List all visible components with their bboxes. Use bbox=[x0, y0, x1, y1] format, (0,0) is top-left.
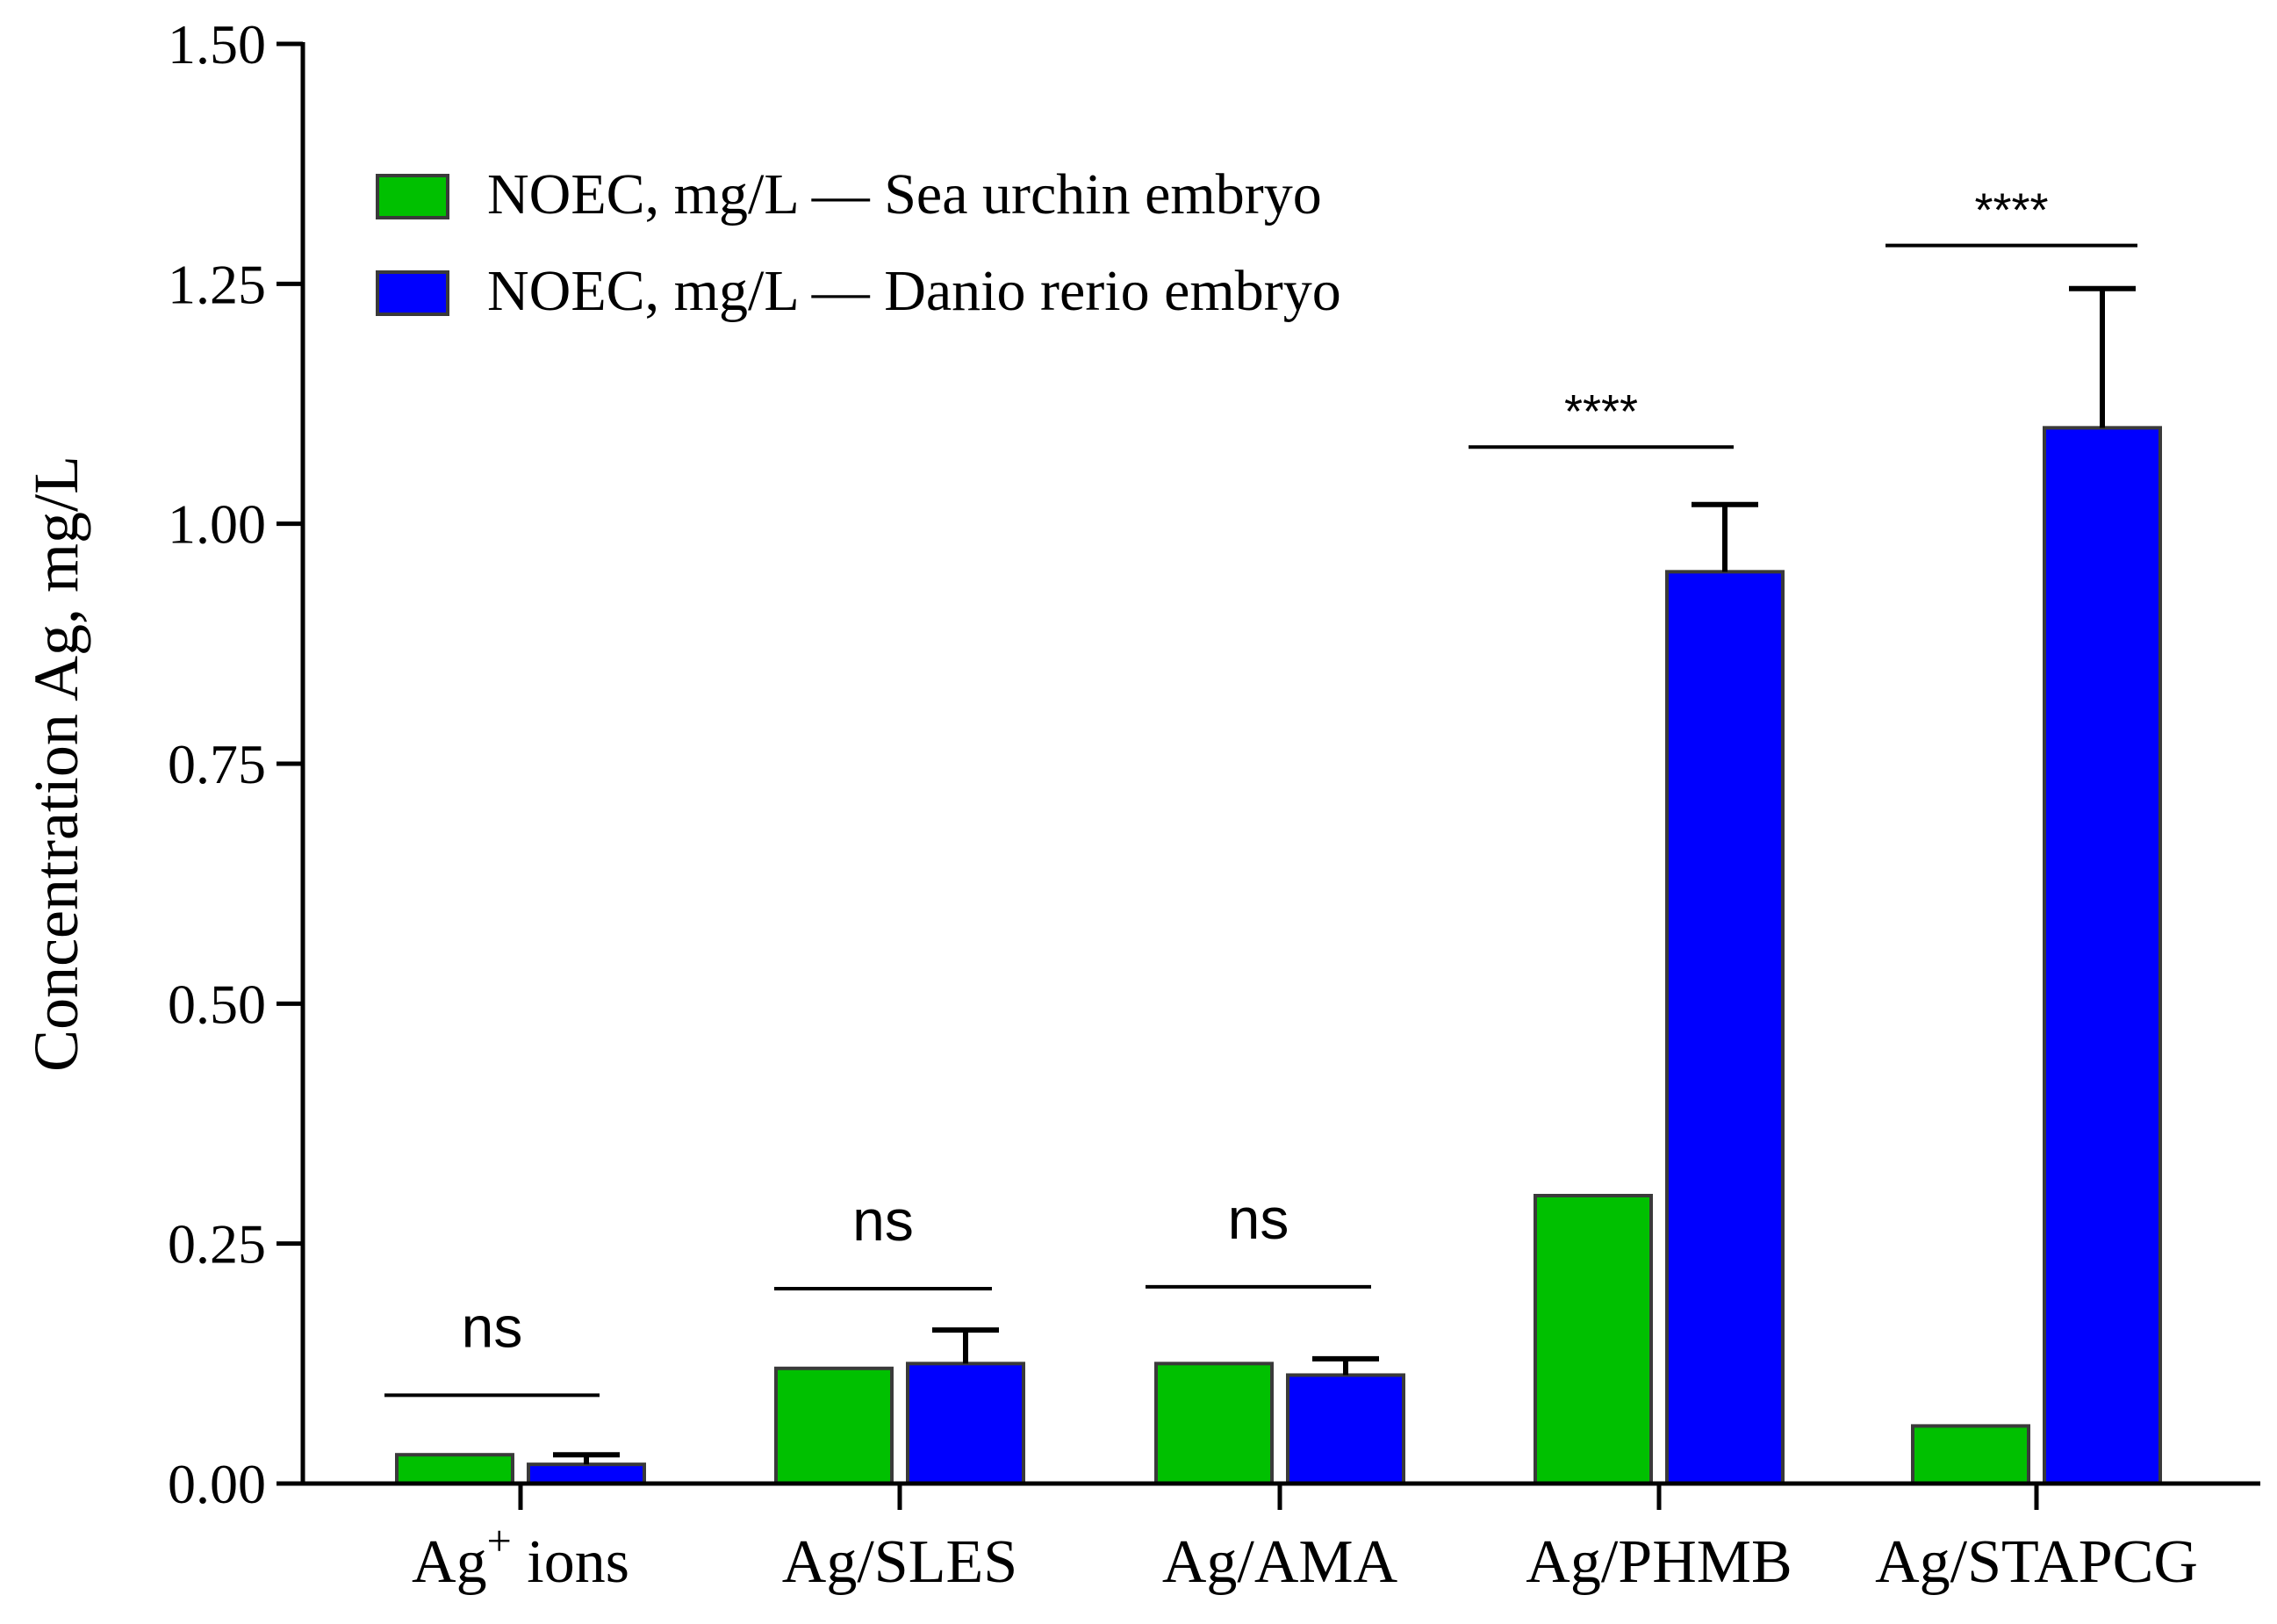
y-tick-label-5: 1.25 bbox=[168, 253, 266, 315]
x-tick-label-2: Ag/AMA bbox=[1162, 1528, 1398, 1596]
significance-label-4: **** bbox=[1974, 184, 2048, 237]
bar-series2-2 bbox=[1286, 1373, 1405, 1486]
bar-series1-4 bbox=[1911, 1424, 2030, 1486]
bar-series1-0 bbox=[395, 1453, 514, 1485]
x-tick-label-base-1: Ag/SLES bbox=[782, 1528, 1017, 1596]
significance-label-3: **** bbox=[1564, 385, 1638, 438]
x-tick-label-3: Ag/PHMB bbox=[1526, 1528, 1792, 1596]
legend-swatch-1 bbox=[376, 174, 449, 219]
y-tick-label-3: 0.75 bbox=[168, 733, 266, 795]
bar-series2-3 bbox=[1665, 570, 1785, 1485]
x-tick-label-rest-0: ions bbox=[512, 1528, 629, 1596]
bar-series1-1 bbox=[774, 1366, 894, 1486]
x-tick-label-base-3: Ag/PHMB bbox=[1526, 1528, 1792, 1596]
y-tick-label-1: 0.25 bbox=[168, 1213, 266, 1275]
bar-series1-2 bbox=[1154, 1362, 1274, 1486]
y-axis-title: Concentration Ag, mg/L bbox=[21, 456, 91, 1072]
x-tick-label-sup-0: + bbox=[487, 1516, 512, 1565]
bar-series1-3 bbox=[1534, 1194, 1653, 1485]
y-tick-label-0: 0.00 bbox=[168, 1453, 266, 1515]
significance-label-1: ns bbox=[852, 1188, 914, 1253]
x-tick-label-base-4: Ag/STAPCG bbox=[1875, 1528, 2198, 1596]
significance-label-0: ns bbox=[462, 1294, 523, 1359]
y-tick-label-6: 1.50 bbox=[168, 13, 266, 75]
bar-series2-0 bbox=[527, 1462, 646, 1485]
legend-label-1: NOEC, mg/L — Sea urchin embryo bbox=[487, 162, 1322, 226]
significance-label-2: ns bbox=[1228, 1186, 1289, 1251]
x-tick-label-1: Ag/SLES bbox=[782, 1528, 1017, 1596]
x-tick-label-base-0: Ag bbox=[412, 1528, 487, 1596]
legend-swatch-2 bbox=[376, 270, 449, 316]
bar-series2-1 bbox=[906, 1362, 1025, 1486]
x-tick-label-base-2: Ag/AMA bbox=[1162, 1528, 1398, 1596]
x-tick-label-4: Ag/STAPCG bbox=[1875, 1528, 2198, 1596]
y-tick-label-2: 0.50 bbox=[168, 973, 266, 1035]
legend-label-2: NOEC, mg/L — Danio rerio embryo bbox=[487, 259, 1341, 323]
x-tick-label-0: Ag+ ions bbox=[412, 1516, 629, 1596]
bar-series2-4 bbox=[2043, 426, 2162, 1485]
y-tick-label-4: 1.00 bbox=[168, 493, 266, 556]
